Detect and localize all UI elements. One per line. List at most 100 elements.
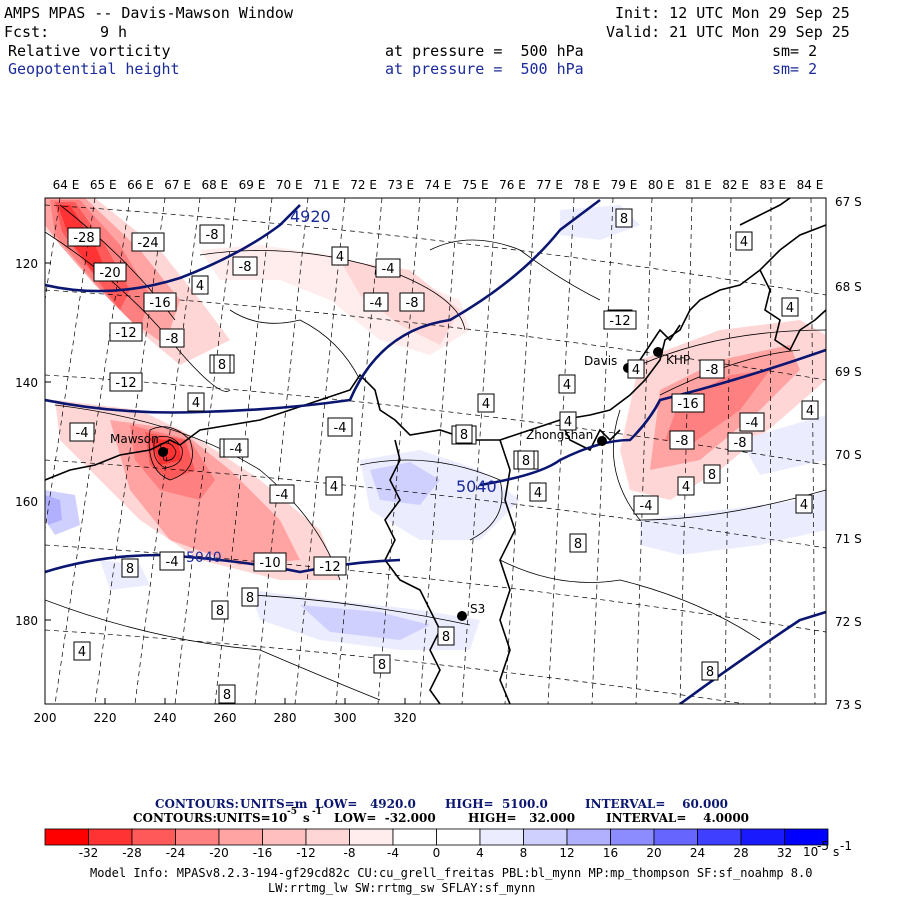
colorbar-swatch <box>523 828 568 846</box>
lon-label: 71 E <box>313 178 340 192</box>
colorbar-swatch <box>740 828 785 846</box>
vorticity-label: -8 <box>166 332 179 347</box>
vorticity-label-box <box>327 417 353 437</box>
colorbar-swatch <box>653 828 698 846</box>
colorbar-swatch <box>392 828 437 846</box>
lon-label: 79 E <box>611 178 638 192</box>
height-contours-label: CONTOURS: <box>155 797 239 811</box>
model-info: Model Info: MPASv8.2.3-194-gf29cd82c CU:… <box>90 866 813 880</box>
vorticity-label: -4 <box>370 296 383 311</box>
lat-label: 73 S <box>835 698 862 712</box>
lat-label: 68 S <box>835 280 862 294</box>
vorticity-label: 4 <box>336 250 344 265</box>
longitude-labels: 64 E 65 E 66 E 67 E 68 E 69 E 70 E 71 E 72 E 73 E… <box>53 178 824 192</box>
vorticity-label-box <box>93 262 127 282</box>
vorticity-label-box <box>399 292 425 312</box>
vort-low: LOW= -32.000 <box>334 811 436 825</box>
vorticity-label: 4 <box>800 498 808 513</box>
vorticity-label-box <box>517 450 535 470</box>
forecast-label: Fcst: <box>4 23 50 41</box>
vorticity-label: -28 <box>73 231 94 246</box>
vorticity-label: 8 <box>706 665 714 680</box>
colorbar-tick-label: 12 <box>559 846 574 860</box>
lon-label: 67 E <box>164 178 191 192</box>
height-label-5040b: 5040 <box>186 550 222 566</box>
vorticity-label-box <box>109 322 143 342</box>
vorticity-label-box <box>627 359 645 379</box>
mawson-station-dot <box>158 447 168 457</box>
colorbar-units: 10 <box>803 845 818 859</box>
vorticity-label: -8 <box>734 436 747 451</box>
vorticity-label-box <box>437 626 455 646</box>
height-units: UNITS=m <box>240 797 308 811</box>
vorticity-label-box <box>703 464 721 484</box>
height-low: LOW= 4920.0 <box>315 797 416 811</box>
vorticity-label-box <box>569 533 587 553</box>
colorbar-tick-label: 32 <box>777 846 792 860</box>
plot-area <box>45 198 826 704</box>
vorticity-label: 8 <box>126 562 134 577</box>
lon-label: 74 E <box>425 178 452 192</box>
height-label-4920: 4920 <box>290 207 331 226</box>
station-label-davis: Davis <box>584 354 617 368</box>
colorbar-units-sexp: -1 <box>840 839 852 853</box>
vorticity-label-box <box>313 556 347 576</box>
vorticity-label: -4 <box>166 555 179 570</box>
lon-label: 72 E <box>350 178 377 192</box>
vorticity-label: -20 <box>99 266 120 281</box>
x-tick-label: 220 <box>94 711 117 725</box>
colorbar-units-exp: -5 <box>817 839 829 853</box>
vort-interval: INTERVAL= 4.0000 <box>606 811 750 825</box>
plot-frame <box>44 197 827 705</box>
lon-label: 76 E <box>499 178 526 192</box>
vorticity-label-box <box>735 231 753 251</box>
vorticity-label-box <box>603 310 637 330</box>
colorbar-swatch <box>175 828 220 846</box>
plot-title: AMPS MPAS -- Davis-Mawson Window <box>4 4 293 22</box>
vorticity-label: -8 <box>206 228 219 243</box>
y-tick-label: 120 <box>15 257 38 271</box>
colorbar-tick-label: -8 <box>344 846 356 860</box>
vorticity-label: 4 <box>330 480 338 495</box>
vorticity-label-box <box>191 275 209 295</box>
colorbar-swatch <box>44 828 89 846</box>
station-label-khp: KHP <box>666 353 690 367</box>
vorticity-label-box <box>223 438 249 458</box>
colorbar-tick-label: 16 <box>603 846 618 860</box>
vorticity-label: 8 <box>218 358 226 373</box>
station-label-s3: S3 <box>470 602 485 616</box>
vorticity-label: -10 <box>259 556 280 571</box>
y-tick-label: 160 <box>15 495 38 509</box>
vorticity-label: -4 <box>230 442 243 457</box>
colorbar-swatch <box>566 828 611 846</box>
vort-units: UNITS=10 <box>216 811 288 825</box>
vorticity-label-box <box>529 482 547 502</box>
vorticity-label-box <box>801 400 819 420</box>
vorticity-label: -4 <box>276 488 289 503</box>
vorticity-label-box <box>159 328 185 348</box>
colorbar-tick-label: -16 <box>253 846 273 860</box>
y-tick-label: 140 <box>15 376 38 390</box>
vorticity-label-box <box>109 372 143 392</box>
lat-label: 72 S <box>835 615 862 629</box>
lon-label: 80 E <box>648 178 675 192</box>
x-tick-label: 240 <box>154 711 177 725</box>
colorbar-swatch <box>305 828 350 846</box>
vorticity-label: 4 <box>78 645 86 660</box>
colorbar-tick-label: -28 <box>122 846 142 860</box>
latitude-labels: 67 S 68 S 69 S 70 S 71 S 72 S 73 S <box>835 195 862 712</box>
colorbar-tick-label: 20 <box>646 846 661 860</box>
colorbar-tick-label: 28 <box>733 846 748 860</box>
vorticity-label: 4 <box>682 480 690 495</box>
vorticity-label-box <box>143 292 177 312</box>
colorbar-units-s: s <box>833 845 839 859</box>
height-high: HIGH= 5100.0 <box>445 797 548 811</box>
vorticity-label-box <box>269 484 295 504</box>
vorticity-label-box <box>615 208 633 228</box>
vort-high: HIGH= 32.000 <box>468 811 576 825</box>
vorticity-label: 4 <box>564 415 572 430</box>
vorticity-label: -8 <box>406 296 419 311</box>
vorticity-label-box <box>455 424 473 444</box>
vorticity-label-box <box>363 292 389 312</box>
vorticity-label-box <box>699 359 725 379</box>
